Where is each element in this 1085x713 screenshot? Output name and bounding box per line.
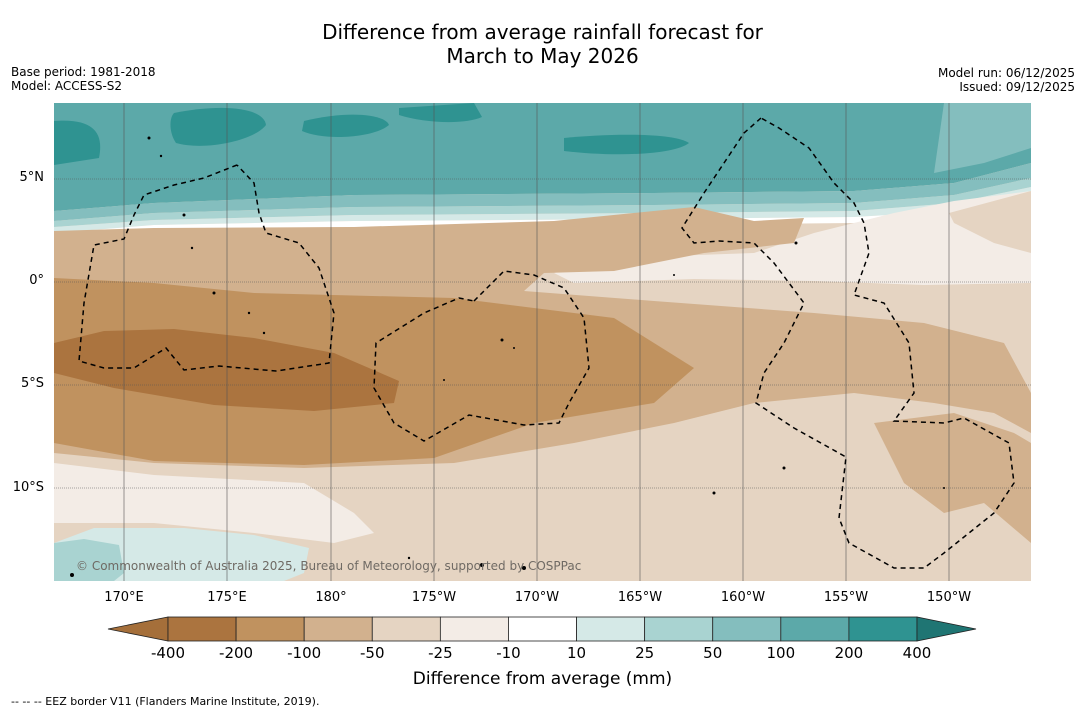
colorbar-segment bbox=[848, 616, 918, 642]
colorbar-segment bbox=[576, 616, 646, 642]
copyright-notice: © Commonwealth of Australia 2025, Bureau… bbox=[76, 559, 582, 573]
colorbar-tick-label: -200 bbox=[219, 644, 254, 662]
colorbar-tick-label: 200 bbox=[834, 644, 864, 662]
lat-label-5n: 5°N bbox=[19, 170, 45, 185]
zone-teal-200-400-d bbox=[399, 103, 482, 123]
band-25-50 bbox=[54, 178, 1031, 227]
map-svg bbox=[54, 103, 1031, 581]
colorbar-tick-label: -10 bbox=[496, 644, 521, 662]
map-title: Difference from average rainfall forecas… bbox=[0, 20, 1085, 68]
zone-minus-200-400 bbox=[54, 329, 399, 411]
zone-minus-50-100-east bbox=[874, 413, 1031, 543]
colorbar-tick-label: 100 bbox=[766, 644, 796, 662]
eez-legend: -- -- -- EEZ border V11 (Flanders Marine… bbox=[11, 695, 320, 708]
lon-label-170w: 170°W bbox=[514, 590, 560, 605]
colorbar-tick-label: 25 bbox=[635, 644, 655, 662]
colorbar-tick-label: -100 bbox=[287, 644, 322, 662]
colorbar-tick-label: 10 bbox=[566, 644, 587, 662]
meta-right: Model run: 06/12/2025 Issued: 09/12/2025 bbox=[938, 66, 1075, 94]
zone-teal-50-100 bbox=[934, 103, 1031, 173]
colorbar-extend-high bbox=[916, 616, 977, 642]
lon-label-150w: 150°W bbox=[926, 590, 972, 605]
colorbar-segment bbox=[303, 616, 373, 642]
lon-label-175w: 175°W bbox=[411, 590, 457, 605]
colorbar-segment bbox=[712, 616, 782, 642]
zone-teal-200-400-a bbox=[54, 120, 101, 165]
graticule bbox=[54, 103, 1031, 581]
colorbar-segment bbox=[439, 616, 509, 642]
colorbar-extend-low bbox=[107, 616, 169, 642]
band-10-25 bbox=[54, 187, 1031, 233]
zone-teal-200-400-b bbox=[170, 107, 266, 146]
lat-label-5s: 5°S bbox=[20, 376, 44, 391]
lon-label-165w: 165°W bbox=[617, 590, 663, 605]
zone-teal-200-400-e bbox=[564, 134, 689, 155]
base-period: Base period: 1981-2018 bbox=[11, 65, 156, 79]
model-run: Model run: 06/12/2025 bbox=[937, 66, 1075, 80]
colorbar-label: Difference from average (mm) bbox=[412, 669, 673, 689]
colorbar-tick-label: -25 bbox=[428, 644, 453, 662]
lon-label-160w: 160°W bbox=[720, 590, 766, 605]
zone-teal-200-400-c bbox=[302, 114, 389, 137]
colorbar-tick-label: 400 bbox=[902, 644, 932, 662]
zone-east-light bbox=[554, 191, 1031, 285]
colorbar-tick-label: 50 bbox=[703, 644, 723, 662]
eez-borders bbox=[78, 117, 1015, 569]
islands bbox=[70, 136, 945, 577]
zone-east-tan bbox=[949, 191, 1031, 253]
meta-left: Base period: 1981-2018 Model: ACCESS-S2 bbox=[11, 65, 156, 93]
rainfall-map bbox=[54, 103, 1031, 581]
colorbar-tick-label: -50 bbox=[360, 644, 385, 662]
model-name: Model: ACCESS-S2 bbox=[11, 79, 123, 93]
colorbar-segment bbox=[235, 616, 305, 642]
colorbar-segment bbox=[644, 616, 714, 642]
zone-south-light bbox=[54, 463, 374, 543]
lat-label-10s: 10°S bbox=[12, 480, 44, 495]
colorbar-segment bbox=[508, 616, 577, 642]
lat-label-0: 0° bbox=[29, 273, 44, 288]
issued-date: Issued: 09/12/2025 bbox=[959, 80, 1075, 94]
colorbar-segment bbox=[371, 616, 441, 642]
zone-sw-teal bbox=[54, 539, 124, 581]
colorbar-segment bbox=[780, 616, 850, 642]
zone-teal-100-200 bbox=[54, 103, 1031, 211]
colorbar-tick-label: -400 bbox=[150, 644, 186, 662]
colorbar-segment bbox=[167, 616, 237, 642]
lon-label-155w: 155°W bbox=[823, 590, 869, 605]
lon-label-180: 180° bbox=[315, 590, 347, 605]
lon-label-175e: 175°E bbox=[207, 590, 247, 605]
lon-label-170e: 170°E bbox=[104, 590, 144, 605]
title-line-1: Difference from average rainfall forecas… bbox=[322, 20, 763, 44]
title-line-2: March to May 2026 bbox=[446, 44, 639, 68]
band-50-100 bbox=[54, 163, 1031, 221]
